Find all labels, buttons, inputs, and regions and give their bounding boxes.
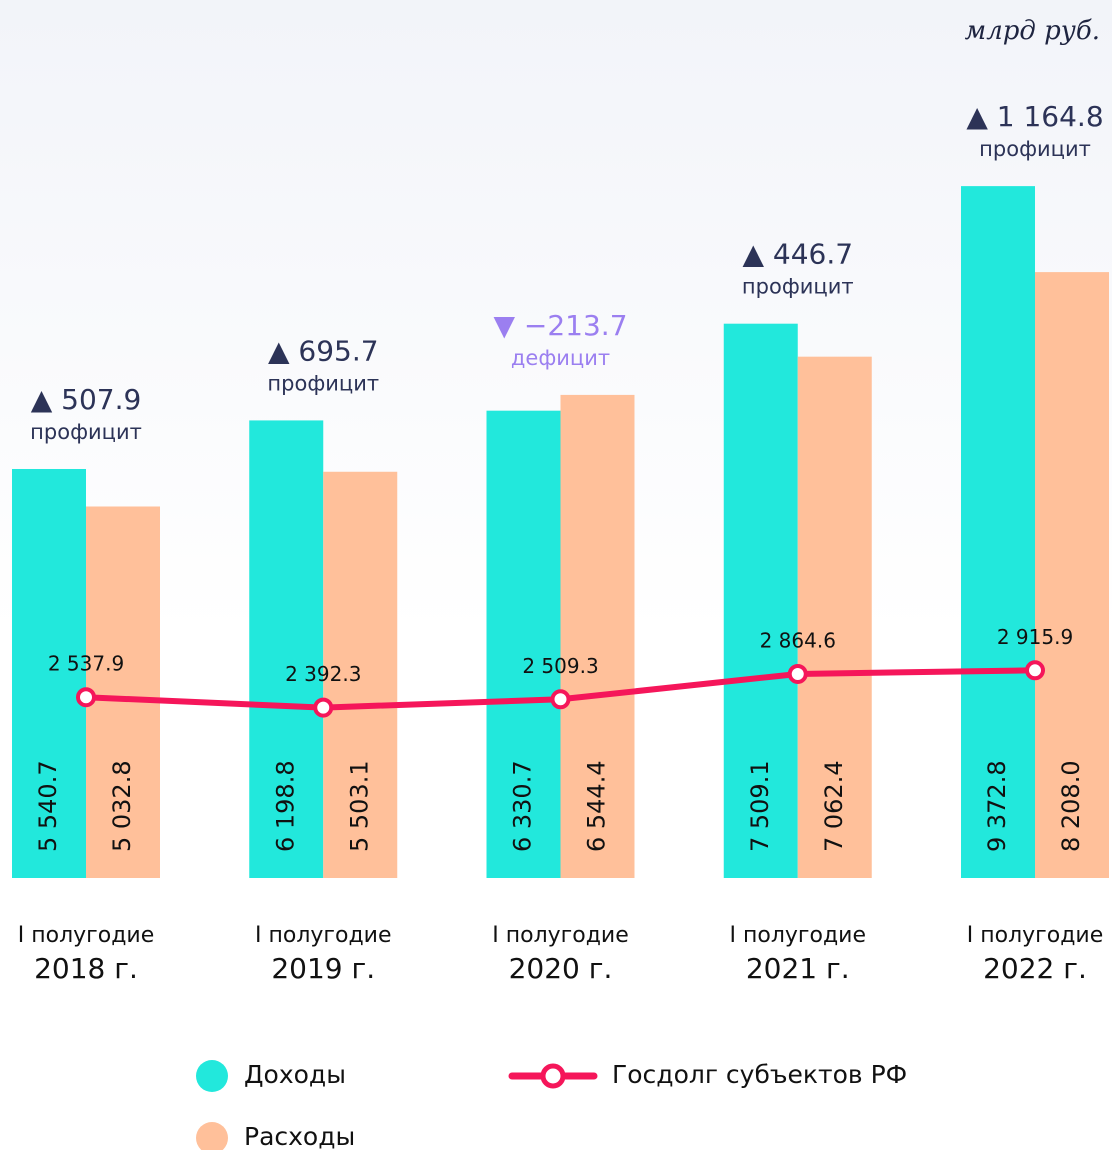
annotation-value: ▲ 446.7 bbox=[742, 238, 853, 271]
bar-value-label: 6 198.8 bbox=[271, 760, 299, 852]
line-value-label: 2 509.3 bbox=[522, 654, 598, 678]
line-point bbox=[787, 663, 808, 684]
bar-value-label: 5 032.8 bbox=[108, 760, 136, 852]
bar-value-label: 7 062.4 bbox=[820, 760, 848, 852]
line-value-label: 2 537.9 bbox=[48, 652, 124, 676]
line-value-label: 2 915.9 bbox=[997, 625, 1073, 649]
legend-swatch bbox=[196, 1122, 228, 1150]
x-tick-label: I полугодие bbox=[967, 923, 1103, 948]
x-tick-label: 2020 г. bbox=[509, 952, 613, 985]
legend-label: Госдолг субъектов РФ bbox=[612, 1060, 907, 1089]
bar bbox=[797, 356, 872, 878]
legend-label: Доходы bbox=[244, 1060, 346, 1089]
x-tick-label: I полугодие bbox=[730, 923, 866, 948]
legend-swatch bbox=[540, 1063, 566, 1089]
x-tick-label: I полугодие bbox=[18, 923, 154, 948]
annotation-text: профицит bbox=[267, 371, 379, 395]
bar-value-label: 8 208.0 bbox=[1057, 760, 1085, 852]
x-tick-label: 2019 г. bbox=[271, 952, 375, 985]
line-value-label: 2 392.3 bbox=[285, 662, 361, 686]
x-tick-label: I полугодие bbox=[255, 923, 391, 948]
bar bbox=[560, 394, 635, 878]
line-value-label: 2 864.6 bbox=[760, 628, 836, 652]
bar bbox=[12, 468, 86, 878]
legend-swatch bbox=[196, 1060, 228, 1092]
x-tick-label: 2018 г. bbox=[34, 952, 138, 985]
x-tick-label: 2022 г. bbox=[983, 952, 1087, 985]
line-point bbox=[76, 687, 96, 708]
bar bbox=[86, 506, 160, 878]
bar-value-label: 6 544.4 bbox=[583, 760, 611, 852]
x-tick-label: 2021 г. bbox=[746, 952, 850, 985]
annotation-text: дефицит bbox=[511, 346, 610, 370]
annotation-text: профицит bbox=[30, 420, 142, 444]
annotation-value: ▲ 1 164.8 bbox=[966, 100, 1103, 133]
bar-value-label: 6 330.7 bbox=[509, 760, 537, 852]
x-tick-label: I полугодие bbox=[492, 923, 628, 948]
bar bbox=[249, 420, 324, 878]
annotation-text: профицит bbox=[742, 275, 854, 299]
annotation-value: ▲ 695.7 bbox=[268, 334, 379, 367]
bar-value-label: 5 540.7 bbox=[34, 760, 62, 852]
annotation-value: ▲ 507.9 bbox=[31, 383, 142, 416]
bar bbox=[323, 471, 398, 878]
bar bbox=[961, 186, 1035, 878]
unit-label: млрд руб. bbox=[965, 16, 1100, 46]
bar bbox=[486, 410, 561, 878]
line-point bbox=[313, 697, 334, 718]
annotation-text: профицит bbox=[979, 137, 1091, 161]
line-point bbox=[550, 689, 571, 710]
annotation-value: ▼ −213.7 bbox=[493, 309, 627, 342]
legend-label: Расходы bbox=[244, 1122, 355, 1150]
bar bbox=[1035, 272, 1109, 879]
bar bbox=[723, 323, 798, 878]
line-point bbox=[1025, 660, 1045, 681]
bar-value-label: 5 503.1 bbox=[345, 760, 373, 852]
bar-value-label: 9 372.8 bbox=[983, 760, 1011, 852]
bar-value-label: 7 509.1 bbox=[746, 760, 774, 852]
